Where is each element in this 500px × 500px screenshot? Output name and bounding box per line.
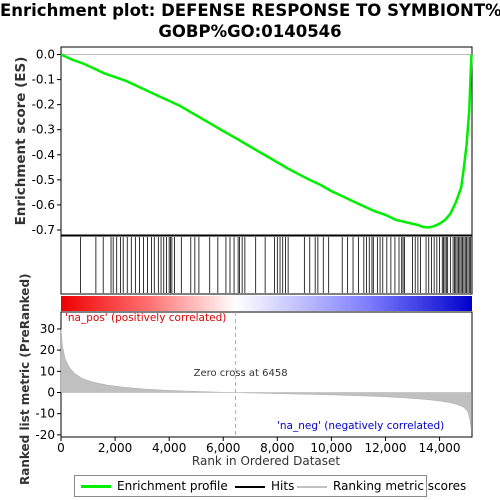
x-tick-label: 12,000 [364, 441, 406, 455]
x-tick-label: 6,000 [206, 441, 240, 455]
es-y-tick-label: -0.4 [32, 148, 55, 162]
es-y-tick-label: -0.3 [32, 123, 55, 137]
x-axis-label: Rank in Ordered Dataset [191, 454, 341, 468]
rank-y-tick-label: 10 [40, 364, 55, 378]
es-y-tick-label: 0.0 [36, 48, 55, 62]
x-tick-label: 14,000 [419, 441, 461, 455]
es-y-tick-label: -0.5 [32, 173, 55, 187]
rank-y-tick-label: 0 [47, 386, 55, 400]
x-tick-label: 0 [57, 441, 65, 455]
x-tick-label: 8,000 [260, 441, 294, 455]
rank-color-bar [61, 296, 472, 311]
legend: Enrichment profile Hits Ranking metric s… [74, 475, 466, 497]
legend-swatch-ranking [297, 485, 327, 488]
rank-y-tick-label: -20 [35, 428, 55, 442]
legend-item-ranking: Ranking metric scores [297, 479, 466, 493]
zero-cross-label: Zero cross at 6458 [194, 368, 288, 379]
hits-frame [60, 235, 473, 295]
es-plot-frame [60, 46, 473, 236]
x-tick-label: 10,000 [310, 441, 352, 455]
es-y-tick-label: -0.1 [32, 73, 55, 87]
rank-y-tick-label: 20 [40, 343, 55, 357]
legend-item-hits: Hits [235, 479, 294, 493]
rank-plot-frame [60, 311, 473, 438]
es-y-tick-label: -0.7 [32, 223, 55, 237]
ranking-metric-area [60, 328, 472, 431]
es-y-tick-label: -0.6 [32, 198, 55, 212]
enrichment-profile-line [60, 53, 473, 229]
x-tick-label: 2,000 [98, 441, 132, 455]
legend-swatch-hits [235, 485, 265, 488]
chart-title-line2: GOBP%GO:0140546 [158, 22, 342, 41]
rank-y-tick-label: 30 [40, 322, 55, 336]
rank-y-tick-label: -10 [35, 407, 55, 421]
na-neg-label: 'na_neg' (negatively correlated) [277, 420, 444, 432]
es-y-tick-label: -0.2 [32, 98, 55, 112]
legend-swatch-enrichment [81, 485, 111, 488]
na-pos-label: 'na_pos' (positively correlated) [65, 312, 226, 324]
chart-title-line1: Enrichment plot: DEFENSE RESPONSE TO SYM… [0, 1, 500, 20]
x-tick-label: 4,000 [152, 441, 186, 455]
legend-item-enrichment: Enrichment profile [81, 479, 228, 493]
